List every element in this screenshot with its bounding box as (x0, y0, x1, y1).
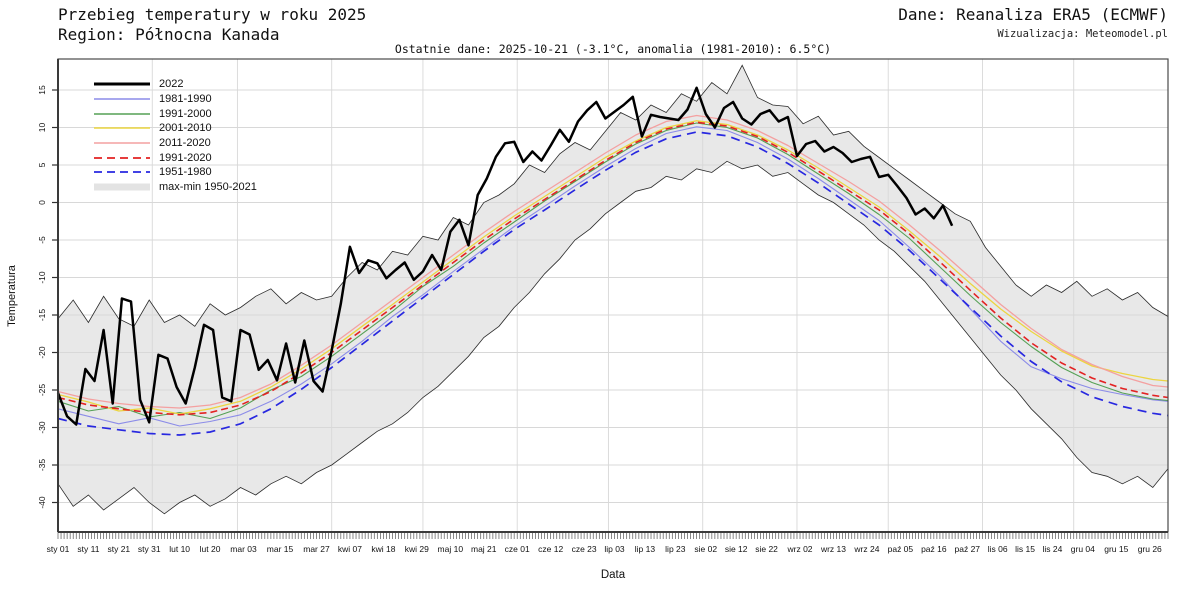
x-tick-label: sty 21 (107, 544, 130, 554)
line-swatch (94, 127, 150, 130)
y-tick-label: 0 (37, 200, 47, 205)
band-swatch (94, 183, 150, 191)
legend-label: 1951-1980 (159, 166, 212, 179)
line-swatch (94, 156, 150, 159)
y-tick-label: -25 (37, 384, 47, 397)
x-tick-label: lip 23 (665, 544, 686, 554)
x-tick-label: lis 15 (1015, 544, 1035, 554)
legend-item: 1951-1980 (94, 165, 257, 180)
x-tick-label: lut 10 (169, 544, 190, 554)
x-tick-label: wrz 02 (787, 544, 813, 554)
legend-item: 2022 (94, 77, 257, 92)
legend-label: 2011-2020 (159, 137, 211, 150)
x-tick-label: kwi 07 (338, 544, 362, 554)
x-tick-label: sie 02 (694, 544, 717, 554)
x-tick-label: wrz 24 (853, 544, 879, 554)
legend-item: 2011-2020 (94, 136, 257, 151)
x-tick-label: gru 26 (1138, 544, 1162, 554)
series-line-2001-2010 (57, 120, 1169, 415)
x-tick-label: mar 03 (230, 544, 257, 554)
page-title: Przebieg temperatury w roku 2025 (58, 5, 367, 24)
x-tick-label: lis 24 (1043, 544, 1063, 554)
x-tick-label: maj 10 (438, 544, 464, 554)
y-axis-label: Temperatura (6, 265, 18, 327)
series-line-2011-2020 (57, 114, 1169, 409)
y-tick-label: 5 (37, 162, 47, 167)
x-tick-label: mar 15 (267, 544, 294, 554)
last-data-subtitle: Ostatnie dane: 2025-10-21 (-3.1°C, anoma… (394, 42, 832, 56)
line-swatch (94, 142, 150, 144)
x-tick-label: kwi 29 (405, 544, 429, 554)
x-tick-label: paź 16 (921, 544, 947, 554)
y-tick-label: -35 (37, 459, 47, 472)
x-tick-label: cze 23 (572, 544, 597, 554)
legend-item: 1981-1990 (94, 92, 257, 107)
x-tick-label: lut 20 (200, 544, 221, 554)
x-tick-label: sty 01 (47, 544, 70, 554)
series-line-1991-2020 (57, 121, 1169, 416)
x-tick-label: sty 11 (77, 544, 99, 554)
x-tick-label: gru 04 (1071, 544, 1095, 554)
x-tick-label: gru 15 (1104, 544, 1128, 554)
x-tick-label: lis 06 (988, 544, 1008, 554)
y-tick-label: -5 (37, 236, 47, 244)
series-line-1951-1980 (57, 131, 1169, 436)
data-source-label: Dane: Reanaliza ERA5 (ECMWF) (898, 5, 1168, 24)
legend-label: 1981-1990 (159, 93, 212, 106)
x-tick-label: cze 12 (538, 544, 563, 554)
x-tick-label: lip 13 (635, 544, 656, 554)
legend-label: max-min 1950-2021 (159, 181, 257, 194)
legend-label: 2001-2010 (159, 122, 212, 135)
x-tick-label: maj 21 (471, 544, 497, 554)
line-swatch (94, 82, 150, 86)
x-axis-label: Data (600, 569, 626, 581)
legend-item: max-min 1950-2021 (94, 180, 257, 195)
x-tick-label: sie 22 (755, 544, 778, 554)
legend-item: 1991-2000 (94, 106, 257, 121)
legend-label: 1991-2020 (159, 151, 212, 164)
y-tick-label: -10 (37, 271, 47, 284)
band-max-outline (57, 64, 1169, 327)
legend-label: 1991-2000 (159, 107, 212, 120)
x-tick-label: lip 03 (604, 544, 625, 554)
legend-item: 2001-2010 (94, 121, 257, 136)
series-line-1981-1990 (57, 126, 1169, 427)
region-subtitle: Region: Północna Kanada (58, 25, 280, 44)
visualization-credit: Wizualizacja: Meteomodel.pl (997, 28, 1168, 40)
y-tick-label: -30 (37, 421, 47, 434)
chart-legend: 2022 1981-1990 1991-2000 2001-2010 2011-2020… (94, 77, 257, 195)
x-tick-label: kwi 18 (371, 544, 395, 554)
y-tick-label: -15 (37, 309, 47, 322)
band-min-outline (57, 160, 1169, 515)
y-tick-label: -20 (37, 346, 47, 359)
x-tick-label: mar 27 (303, 544, 330, 554)
y-tick-label: -40 (37, 496, 47, 509)
x-tick-label: paź 27 (955, 544, 981, 554)
series-line-2022 (56, 86, 954, 426)
y-tick-label: 10 (37, 123, 47, 133)
y-tick-label: 15 (37, 85, 47, 95)
x-tick-label: sty 31 (138, 544, 161, 554)
line-swatch (94, 171, 150, 174)
line-swatch (94, 113, 150, 115)
legend-item: 1991-2020 (94, 150, 257, 165)
series-line-1991-2000 (57, 122, 1169, 420)
legend-label: 2022 (159, 78, 184, 91)
x-tick-label: sie 12 (725, 544, 748, 554)
x-tick-label: paź 05 (888, 544, 914, 554)
x-tick-label: wrz 13 (820, 544, 846, 554)
line-swatch (94, 98, 150, 100)
x-tick-label: cze 01 (505, 544, 530, 554)
